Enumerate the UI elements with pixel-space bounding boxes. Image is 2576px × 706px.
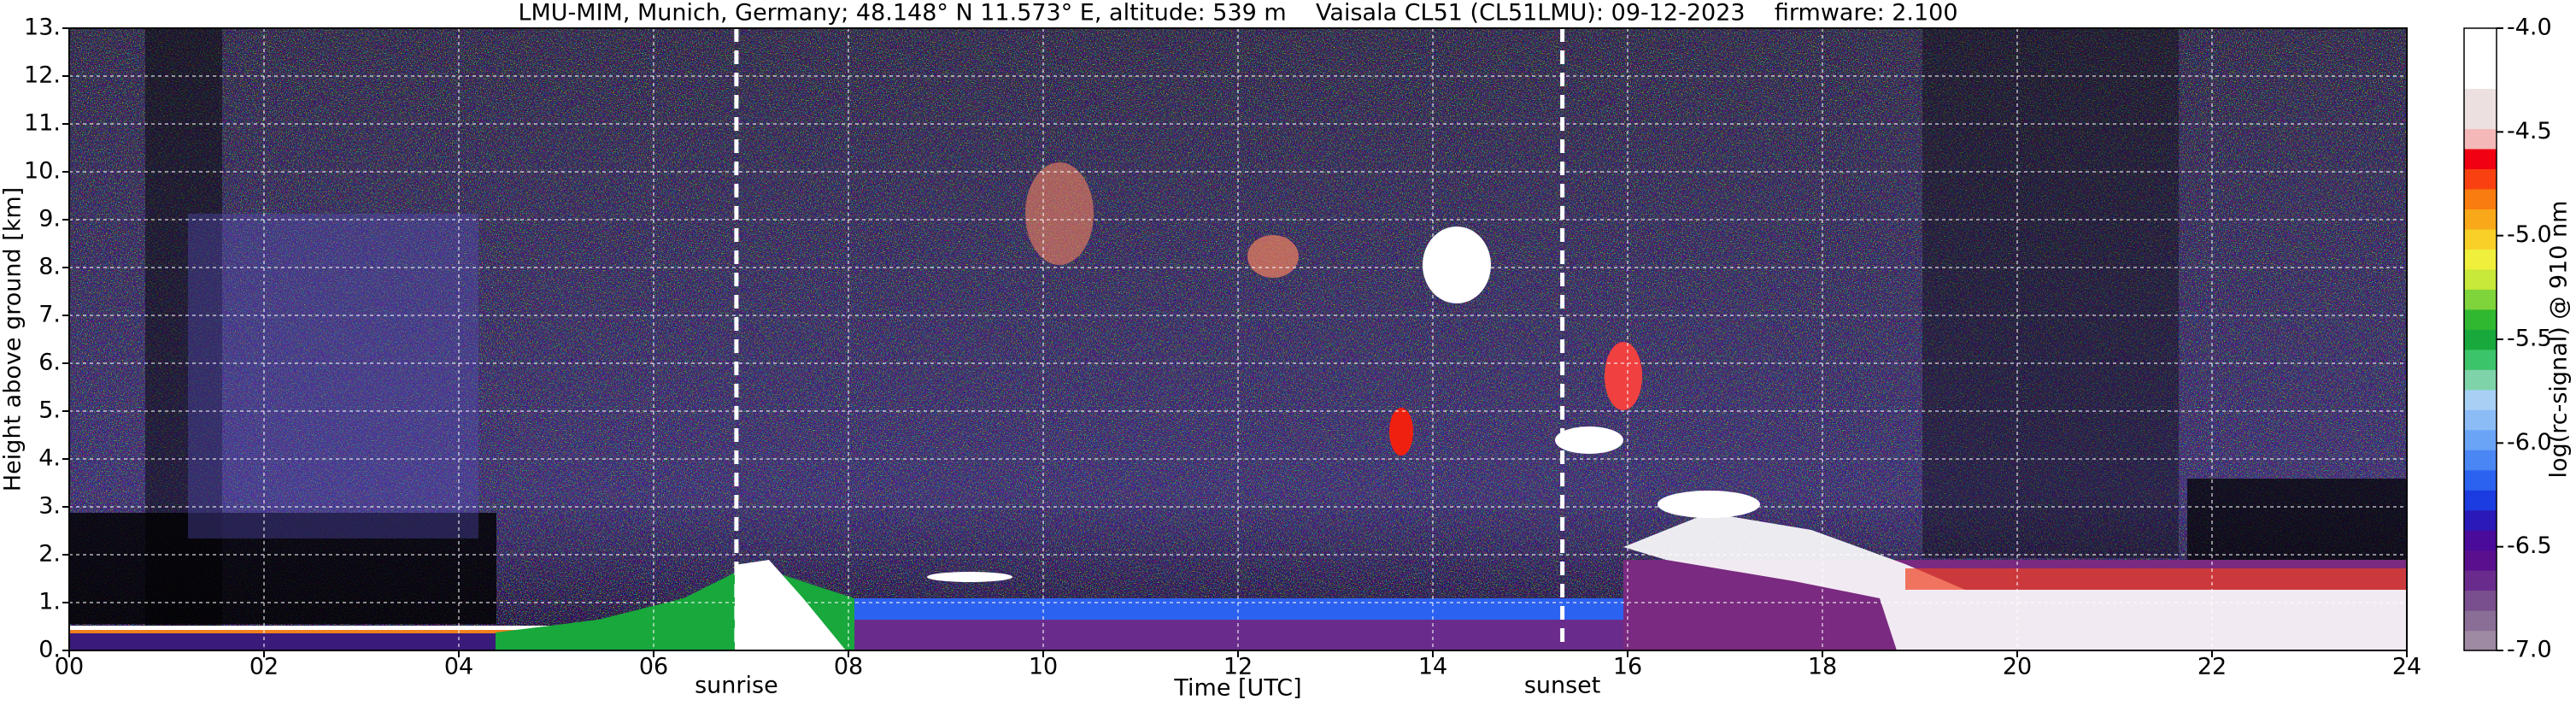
colorbar-segment bbox=[2464, 68, 2497, 90]
annotation-label: sunrise bbox=[695, 673, 778, 699]
colorbar-segment bbox=[2464, 409, 2497, 431]
y-tick-label: 7. bbox=[38, 302, 61, 328]
colorbar-segment bbox=[2464, 148, 2497, 169]
y-tick-label: 9. bbox=[38, 206, 61, 232]
annotation-label: sunset bbox=[1524, 673, 1601, 699]
x-axis-label: Time [UTC] bbox=[1173, 675, 1301, 702]
colorbar-segment bbox=[2464, 88, 2497, 109]
colorbar-segment bbox=[2464, 509, 2497, 531]
colorbar-label: log(rc-signal) @ 910 nm bbox=[2546, 201, 2573, 479]
colorbar-segment bbox=[2464, 108, 2497, 130]
x-tick-label: 04 bbox=[444, 654, 473, 680]
y-tick-label: 0. bbox=[38, 637, 61, 663]
colorbar-tick-label: -4.5 bbox=[2507, 118, 2552, 144]
colorbar-tick-label: -5.5 bbox=[2507, 326, 2552, 352]
colorbar-segment bbox=[2464, 329, 2497, 350]
colorbar-segment bbox=[2464, 389, 2497, 410]
colorbar-segment bbox=[2464, 188, 2497, 209]
colorbar-tick-label: -6.0 bbox=[2507, 429, 2552, 456]
y-tick-label: 13. bbox=[24, 15, 61, 41]
x-tick-label: 14 bbox=[1418, 654, 1447, 680]
colorbar-segment bbox=[2464, 590, 2497, 611]
y-axis-label: Height above ground [km] bbox=[0, 187, 26, 491]
y-tick-label: 12. bbox=[24, 62, 61, 89]
x-tick-label: 06 bbox=[639, 654, 668, 680]
colorbar-segment bbox=[2464, 369, 2497, 391]
x-tick-label: 22 bbox=[2198, 654, 2227, 680]
y-tick-label: 4. bbox=[38, 445, 61, 472]
colorbar-segment bbox=[2464, 268, 2497, 290]
colorbar-tick-label: -7.0 bbox=[2507, 637, 2552, 663]
colorbar-segment bbox=[2464, 28, 2497, 50]
colorbar-segment bbox=[2464, 550, 2497, 571]
y-tick-label: 6. bbox=[38, 350, 61, 376]
x-tick-label: 20 bbox=[2003, 654, 2032, 680]
colorbar-segment bbox=[2464, 249, 2497, 270]
x-tick-label: 18 bbox=[1808, 654, 1837, 680]
chart-title: LMU-MIM, Munich, Germany; 48.148° N 11.5… bbox=[518, 0, 1957, 26]
colorbar-segment bbox=[2464, 309, 2497, 330]
y-tick-label: 5. bbox=[38, 397, 61, 424]
y-tick-label: 3. bbox=[38, 493, 61, 520]
x-tick-label: 00 bbox=[55, 654, 84, 680]
y-tick-label: 10. bbox=[24, 158, 61, 185]
colorbar-segment bbox=[2464, 48, 2497, 69]
colorbar-segment bbox=[2464, 450, 2497, 471]
axes: 00 02 04 06 08 10 12 14 16 18 20 22 24 0. 1. 2. 3. 4. 5. 6.… bbox=[24, 15, 2552, 699]
colorbar-segment bbox=[2464, 530, 2497, 551]
colorbar-segment bbox=[2464, 228, 2497, 250]
y-tick-label: 2. bbox=[38, 541, 61, 568]
colorbar-segment bbox=[2464, 429, 2497, 450]
y-tick-label: 8. bbox=[38, 254, 61, 280]
colorbar-segment bbox=[2464, 209, 2497, 230]
colorbar-tick-label: -5.0 bbox=[2507, 221, 2552, 248]
colorbar-segment bbox=[2464, 570, 2497, 591]
colorbar-segment bbox=[2464, 630, 2497, 651]
colorbar-tick-label: -6.5 bbox=[2507, 532, 2552, 559]
x-tick-label: 24 bbox=[2392, 654, 2421, 680]
x-tick-label: 08 bbox=[834, 654, 863, 680]
plot-frame bbox=[68, 27, 2408, 651]
colorbar-segment bbox=[2464, 289, 2497, 310]
x-tick-label: 02 bbox=[249, 654, 279, 680]
colorbar-segment bbox=[2464, 168, 2497, 190]
y-tick-label: 1. bbox=[38, 589, 61, 615]
colorbar-tick-label: -4.0 bbox=[2507, 15, 2552, 41]
colorbar-segment bbox=[2464, 490, 2497, 511]
colorbar-segment bbox=[2464, 469, 2497, 491]
colorbar-segment bbox=[2464, 610, 2497, 632]
y-tick-label: 11. bbox=[24, 110, 61, 137]
x-tick-label: 10 bbox=[1029, 654, 1058, 680]
colorbar-segment bbox=[2464, 349, 2497, 370]
x-tick-label: 16 bbox=[1613, 654, 1642, 680]
colorbar-segment bbox=[2464, 128, 2497, 150]
x-tick-label: 12 bbox=[1223, 654, 1253, 680]
